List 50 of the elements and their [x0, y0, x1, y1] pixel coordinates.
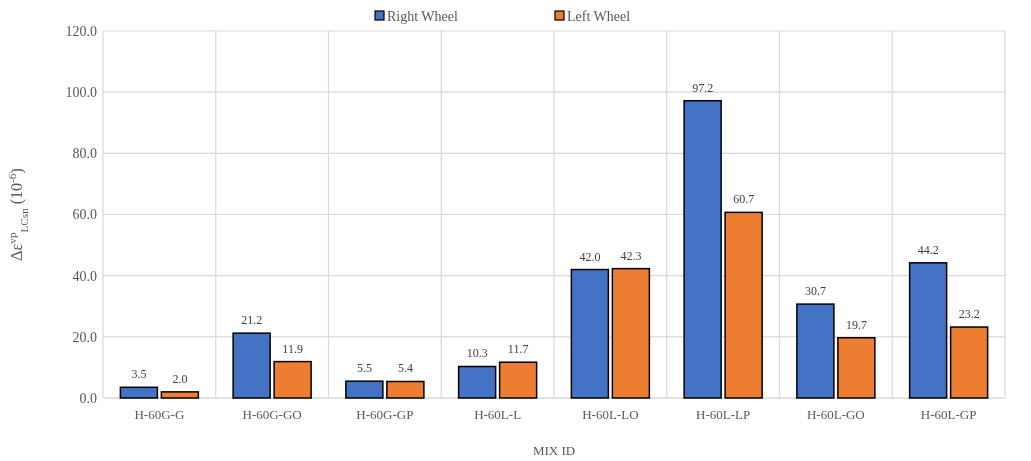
x-tick-label: H-60L-LO — [582, 407, 639, 422]
x-tick-label: H-60L-GO — [806, 407, 865, 422]
x-tick-label: H-60L-LP — [696, 407, 751, 422]
data-label: 42.3 — [620, 248, 642, 263]
bar — [160, 391, 200, 399]
x-tick-label: H-60G-GO — [242, 407, 302, 422]
legend-label: Left Wheel — [567, 8, 631, 24]
data-label: 10.3 — [466, 346, 488, 361]
data-label: 23.2 — [958, 307, 980, 322]
x-tick-label: H-60L-L — [474, 407, 522, 422]
y-tick-label: 40.0 — [72, 268, 97, 284]
y-tick-label: 80.0 — [72, 146, 97, 162]
data-label: 11.9 — [282, 341, 303, 356]
bar — [386, 380, 425, 399]
data-label: 5.4 — [397, 361, 413, 376]
bar — [683, 99, 722, 399]
data-label: 3.5 — [131, 367, 147, 382]
bar — [232, 332, 271, 399]
y-tick-label: 120.0 — [65, 23, 97, 39]
data-label: 30.7 — [804, 284, 826, 299]
y-tick-label: 20.0 — [72, 329, 97, 345]
bar — [570, 268, 610, 399]
bar — [119, 386, 159, 399]
x-tick-label: H-60G-GP — [356, 407, 414, 422]
bar — [837, 337, 876, 399]
bar — [457, 365, 497, 399]
data-label: 44.2 — [917, 242, 939, 257]
data-label: 42.0 — [579, 249, 601, 264]
legend-label: Right Wheel — [387, 8, 459, 24]
bar — [796, 303, 835, 399]
bar — [908, 262, 948, 399]
y-tick-label: 0.0 — [79, 390, 97, 406]
data-label: 5.5 — [356, 361, 372, 376]
data-label: 97.2 — [692, 80, 714, 95]
data-label: 11.7 — [507, 342, 529, 357]
bar — [273, 360, 312, 399]
x-tick-label: H-60L-GP — [920, 407, 977, 422]
x-tick-label: H-60G-G — [134, 407, 185, 422]
bar — [611, 267, 651, 399]
y-tick-label: 60.0 — [72, 207, 97, 223]
y-tick-label: 100.0 — [65, 85, 97, 101]
bar — [949, 326, 989, 399]
data-label: 21.2 — [241, 313, 263, 328]
data-label: 2.0 — [172, 371, 188, 386]
x-axis-title: MIX ID — [532, 443, 576, 458]
bar — [724, 211, 763, 399]
data-label: 19.7 — [845, 317, 867, 332]
data-label: 60.7 — [733, 192, 755, 207]
bar — [345, 380, 384, 399]
bar — [498, 361, 538, 399]
